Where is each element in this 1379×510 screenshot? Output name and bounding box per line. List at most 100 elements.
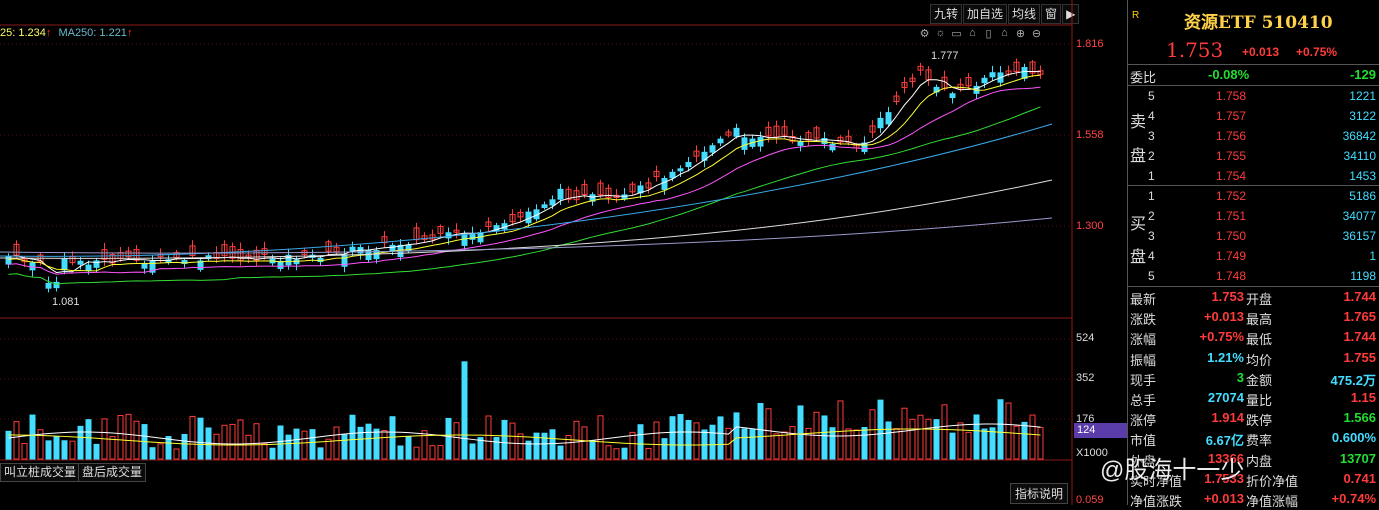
sell-label-1: 卖 [1130,114,1147,131]
stat-label: 涨幅 [1130,332,1157,348]
bid-row-5[interactable]: 5 1.748 1198 [1128,266,1379,286]
toolbar-add-watchlist[interactable]: 加自选 [963,4,1008,24]
tab-after-hours-volume[interactable]: 盘后成交量 [78,463,147,482]
volume-bar [941,404,948,460]
candle [581,184,588,196]
candle [629,183,636,193]
volume-bar [557,445,564,460]
candle [437,225,444,234]
brightness-icon[interactable]: ☼ [935,27,946,39]
bid-row-1[interactable]: 1 1.752 5186 [1128,186,1379,206]
volume-bar [413,446,420,460]
candle [573,190,580,201]
ask-level: 1 [1148,169,1155,183]
ask-row-2[interactable]: 2 1.755 34110 [1128,146,1379,166]
stat-value: 27074 [1207,390,1244,405]
volume-bar [861,426,868,460]
volume-bar [493,436,500,460]
bid-row-2[interactable]: 2 1.751 34077 [1128,206,1379,226]
candle [333,246,340,253]
candle [741,137,748,150]
stat-label: 涨跌 [1130,312,1157,328]
volume-bar [477,437,484,460]
zoom-out-icon[interactable]: ⊖ [1031,28,1042,40]
toolbar-jiuzhuan[interactable]: 九转 [930,4,963,24]
weibi-label: 委比 [1130,70,1157,85]
ask-row-1[interactable]: 1 1.754 1453 [1128,166,1379,186]
candle [253,249,260,261]
stat-label: 总手 [1130,393,1157,408]
candle [829,143,836,151]
vol-ma [8,428,1041,446]
ask-price: 1.755 [1216,149,1247,163]
volume-bar [13,421,20,460]
lock2-icon[interactable]: ⌂ [1001,27,1008,39]
volume-bar [773,433,780,460]
volume-bar [765,408,772,460]
candle [141,263,148,269]
candle [1037,70,1044,75]
ask-row-5[interactable]: 5 1.758 1221 [1128,86,1379,106]
candle [549,199,556,206]
weibi-diff: -129 [1349,67,1376,82]
volume-bar [973,414,980,460]
kline-chart[interactable] [0,0,1127,505]
volume-bar [1005,402,1012,460]
volume-bar [45,440,52,460]
candle [989,72,996,78]
volume-bar [381,430,388,460]
candle [453,229,460,233]
candle [909,77,916,83]
volume-bar [781,431,788,460]
toolbar-ma[interactable]: 均线 [1008,4,1041,24]
stat-row: 涨跌 +0.013 最高 1.765 [1128,307,1379,327]
tab-auction-volume[interactable]: 叫立桩成交量 [0,463,81,482]
candle [1021,67,1028,79]
settings-icon[interactable]: ⚙ [919,28,930,40]
bid-row-3[interactable]: 3 1.750 36157 [1128,226,1379,246]
candle [797,141,804,146]
copy-icon[interactable]: ▭ [951,28,962,40]
volume-bar [925,418,932,460]
indicator-help-button[interactable]: 指标说明 [1010,483,1069,504]
volume-bar [69,440,76,460]
ma250-line [0,217,1053,254]
volume-bar [669,416,676,460]
volume-bar [221,424,228,460]
stat-value: 0.600% [1331,430,1376,446]
delete-icon[interactable]: ▯ [985,28,992,40]
ma-line [8,86,1041,275]
volume-bar [445,417,452,460]
volume-bar [437,445,444,460]
ask-row-4[interactable]: 4 1.757 3122 [1128,106,1379,126]
stat-row: 涨幅 +0.75% 最低 1.744 [1128,327,1379,347]
volume-bar [821,415,828,460]
ask-price: 1.758 [1216,89,1247,103]
candle [1013,61,1020,72]
stat-value: 13366 [1207,450,1244,466]
ask-price: 1.756 [1216,129,1247,143]
volume-bar [509,422,516,460]
stat-value: 13707 [1339,450,1376,466]
volume-bar [421,430,428,460]
vol-tick-524: 524 [1076,332,1095,344]
lock-icon[interactable]: ⌂ [969,27,976,39]
volume-bar [589,440,596,460]
toolbar-window[interactable]: 窗 [1041,4,1062,24]
bid-level: 2 [1148,209,1155,223]
stat-label: 最新 [1130,292,1157,307]
bid-row-4[interactable]: 4 1.749 1 [1128,246,1379,266]
volume-bar [845,428,852,460]
candle [781,126,788,136]
volume-bar [461,361,468,460]
play-icon[interactable]: ▶ [1062,4,1080,24]
bid-volume: 34077 [1342,209,1376,223]
candle [621,194,628,200]
candle [965,77,972,87]
candle [845,135,852,143]
volume-bar [133,420,140,460]
volume-bar [1021,421,1028,460]
volume-bar [237,419,244,460]
zoom-in-icon[interactable]: ⊕ [1015,28,1026,40]
ask-row-3[interactable]: 3 1.756 36842 [1128,126,1379,146]
